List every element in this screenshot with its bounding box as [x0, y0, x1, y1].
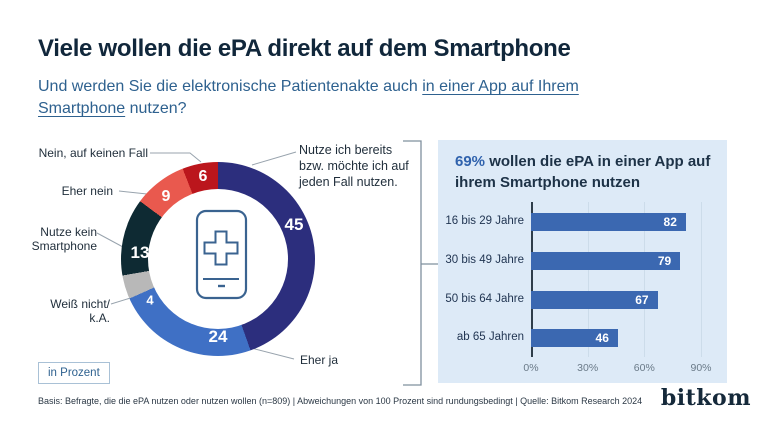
- unit-label-box: in Prozent: [38, 362, 110, 384]
- bar-value-label: 46: [595, 331, 609, 345]
- donut-value-label: 24: [208, 327, 228, 346]
- headline-percentage: 69%: [455, 153, 486, 170]
- donut-value-label: 13: [130, 243, 150, 262]
- donut-value-label: 6: [198, 168, 208, 185]
- panel-headline: 69% wollen die ePA in einer App auf ihre…: [455, 151, 717, 193]
- source-note: Basis: Befragte, die die ePA nutzen oder…: [38, 396, 643, 406]
- gridline: [644, 202, 645, 357]
- donut-segment-label: Weiß nicht/ k.A.: [50, 297, 110, 325]
- donut-hole: [148, 189, 288, 329]
- category-label: 50 bis 64 Jahre: [445, 293, 524, 305]
- gridline: [701, 202, 702, 357]
- medical-cross-icon: [203, 230, 239, 266]
- x-tick-label: 0%: [523, 362, 539, 374]
- donut-chart: [121, 162, 315, 356]
- page-title: Viele wollen die ePA direkt auf dem Smar…: [38, 35, 571, 62]
- donut-segment-label: Eher ja: [300, 353, 339, 367]
- bar-row: 50 bis 64 Jahre 67: [438, 291, 727, 309]
- donut-value-label: 4: [146, 292, 154, 308]
- survey-question: Und werden Sie die elektronische Patient…: [38, 76, 738, 120]
- category-label: ab 65 Jahren: [456, 331, 524, 343]
- bar: 67: [531, 291, 658, 309]
- x-tick-label: 30%: [577, 362, 599, 374]
- donut-segment-label: Nein, auf keinen Fall: [38, 146, 148, 160]
- headline-text-line1: wollen die ePA in einer App auf: [489, 153, 711, 170]
- header: Viele wollen die ePA direkt auf dem Smar…: [38, 34, 738, 120]
- bar: 79: [531, 252, 681, 270]
- bar-value-label: 79: [657, 254, 672, 268]
- donut-value-label: 9: [161, 188, 171, 205]
- donut-segment-label: Eher nein: [61, 184, 113, 198]
- bitkom-logo: bitkom: [660, 385, 751, 411]
- category-label: 30 bis 49 Jahre: [445, 254, 524, 266]
- highlight-panel: 69% wollen die ePA in einer App auf ihre…: [438, 140, 727, 383]
- headline-text-line2: ihrem Smartphone nutzen: [455, 174, 641, 191]
- bar-value-label: 67: [635, 293, 649, 307]
- category-label: 16 bis 29 Jahre: [445, 215, 524, 227]
- x-tick-label: 60%: [633, 362, 655, 374]
- question-underlined-part-b: Smartphone: [38, 100, 126, 117]
- question-text: Und werden Sie die elektronische Patient…: [38, 78, 418, 95]
- bar-row: 30 bis 49 Jahre 79: [438, 252, 727, 270]
- bar-row: ab 65 Jahren 46: [438, 329, 727, 347]
- question-text-end: nutzen?: [129, 100, 187, 117]
- bar: 46: [531, 329, 618, 347]
- donut-segment-label: Nutze ich bereits bzw. möchte ich auf je…: [299, 143, 409, 189]
- gridline: [588, 202, 589, 357]
- question-underlined-part-a: in einer App auf Ihrem: [422, 78, 579, 95]
- bar-value-label: 82: [663, 215, 677, 229]
- unit-label: in Prozent: [48, 367, 100, 379]
- bar-row: 16 bis 29 Jahre 82: [438, 213, 727, 231]
- donut-value-label: 45: [284, 215, 304, 234]
- y-axis-line: [531, 202, 533, 357]
- x-tick-label: 90%: [690, 362, 712, 374]
- donut-segment-label: Nutze kein Smartphone: [31, 225, 97, 253]
- smartphone-health-icon: [195, 209, 248, 300]
- bar: 82: [531, 213, 686, 231]
